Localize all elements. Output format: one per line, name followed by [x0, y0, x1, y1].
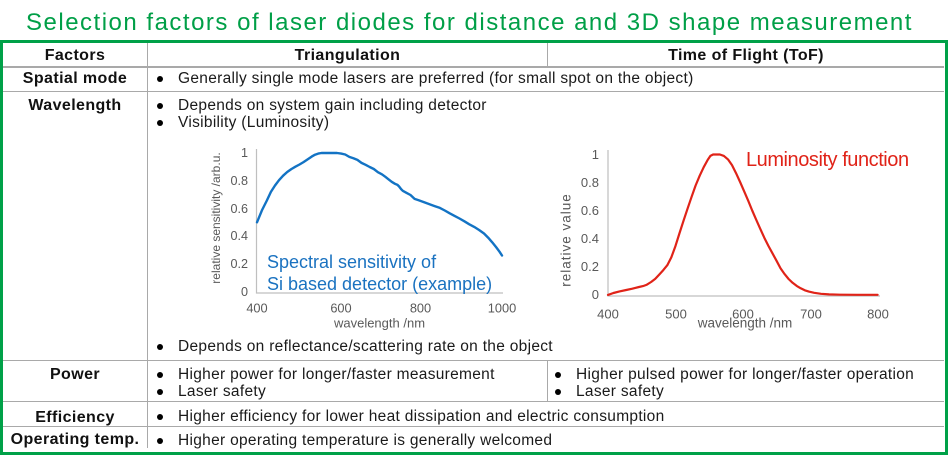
- svg-text:0.4: 0.4: [230, 229, 248, 243]
- svg-text:400: 400: [597, 307, 619, 322]
- svg-text:wavelength /nm: wavelength /nm: [697, 316, 793, 331]
- svg-text:1: 1: [592, 147, 599, 162]
- svg-text:0.2: 0.2: [581, 259, 599, 274]
- svg-text:600: 600: [330, 301, 351, 316]
- svg-text:0.8: 0.8: [230, 174, 248, 188]
- svg-text:0: 0: [592, 287, 599, 302]
- svg-text:0.6: 0.6: [230, 202, 248, 216]
- svg-text:Si based detector (example): Si based detector (example): [267, 274, 492, 294]
- svg-text:0.2: 0.2: [230, 257, 248, 271]
- svg-text:700: 700: [800, 307, 822, 322]
- svg-text:0.4: 0.4: [581, 231, 599, 246]
- svg-text:relative value: relative value: [559, 193, 574, 287]
- svg-text:1000: 1000: [488, 301, 516, 316]
- svg-text:Spectral sensitivity of: Spectral sensitivity of: [267, 252, 437, 272]
- svg-text:800: 800: [410, 301, 431, 316]
- svg-text:0.6: 0.6: [581, 203, 599, 218]
- svg-text:600: 600: [732, 307, 754, 322]
- svg-text:1: 1: [241, 146, 248, 160]
- svg-text:400: 400: [246, 301, 267, 316]
- svg-text:0.8: 0.8: [581, 175, 599, 190]
- svg-text:500: 500: [665, 307, 687, 322]
- svg-text:800: 800: [867, 307, 889, 322]
- svg-text:0: 0: [241, 285, 248, 299]
- svg-text:Luminosity function: Luminosity function: [746, 149, 909, 171]
- svg-text:relative sensitivity /arb.u.: relative sensitivity /arb.u.: [209, 152, 223, 283]
- svg-text:wavelength /nm: wavelength /nm: [333, 316, 425, 331]
